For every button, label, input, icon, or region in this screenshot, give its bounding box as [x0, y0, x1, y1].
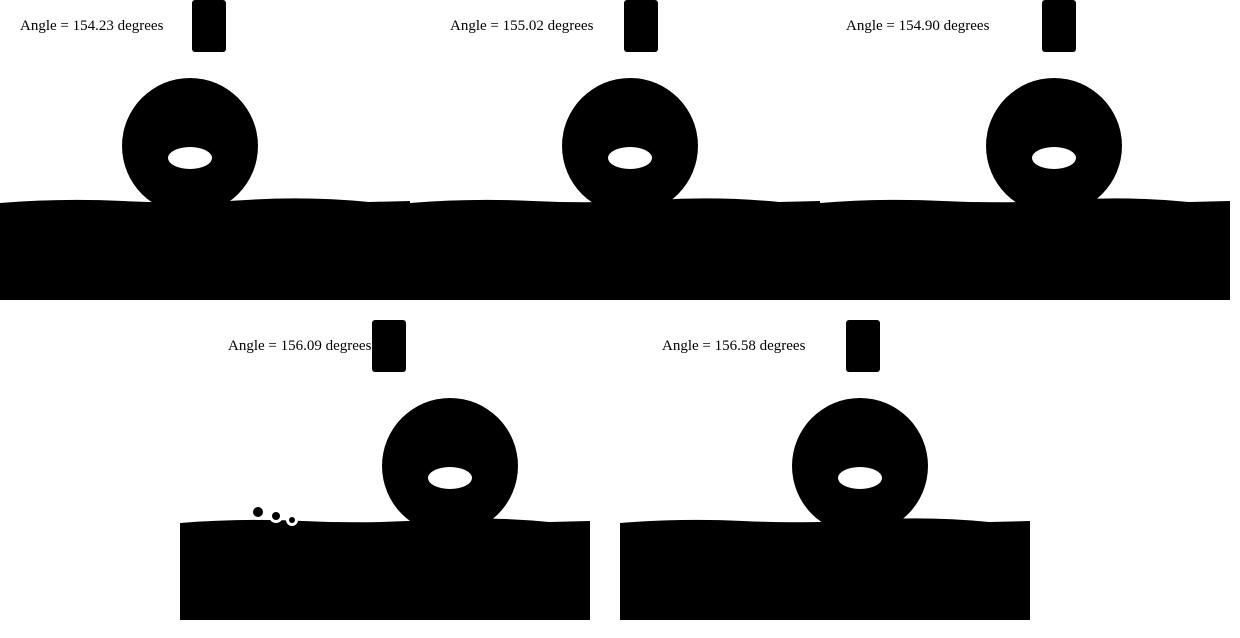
contact-angle-panel	[820, 0, 1230, 300]
contact-angle-panel	[620, 320, 1030, 620]
angle-label: Angle = 156.09 degrees	[228, 338, 371, 355]
contact-angle-panel	[0, 0, 410, 300]
angle-label: Angle = 154.23 degrees	[20, 18, 163, 35]
contact-angle-panel	[410, 0, 820, 300]
angle-label: Angle = 154.90 degrees	[846, 18, 989, 35]
angle-label: Angle = 155.02 degrees	[450, 18, 593, 35]
angle-label: Angle = 156.58 degrees	[662, 338, 805, 355]
contact-angle-panel	[180, 320, 590, 620]
contact-angle-figure: Angle = 154.23 degrees Angle = 155.02 de…	[0, 0, 1240, 638]
